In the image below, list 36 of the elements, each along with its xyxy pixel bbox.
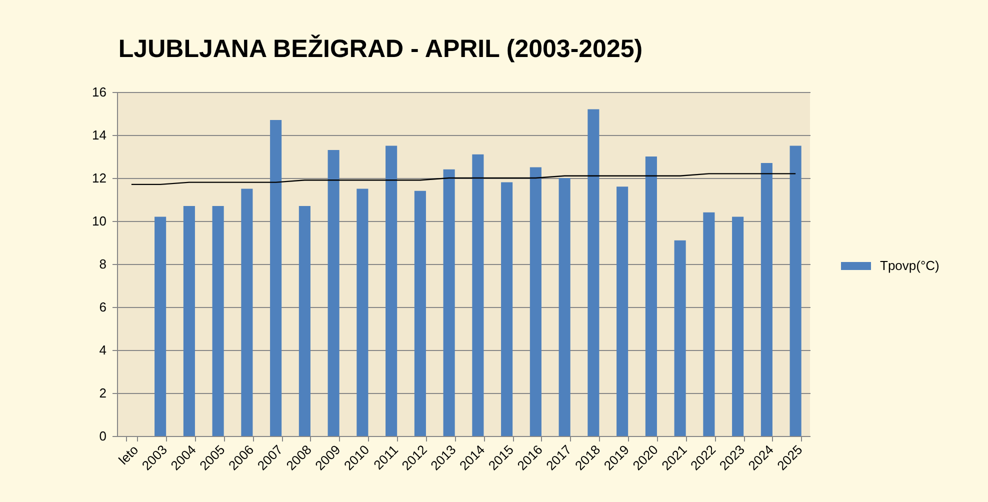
bar [732,216,744,436]
bar [558,178,570,436]
y-tick-label: 12 [92,170,106,186]
bar [298,206,310,436]
bar [790,146,802,436]
y-tick-label: 4 [99,342,106,358]
bar [241,188,253,436]
bar [386,146,398,436]
y-tick-label: 6 [99,300,106,314]
bar [356,188,368,436]
y-tick-label: 0 [99,428,106,444]
bar [443,169,455,436]
bar [760,162,772,436]
bar [588,109,600,436]
bar [154,216,166,436]
bar [270,120,282,436]
legend-label: Tpovp(°C) [880,258,940,273]
bar [530,167,542,436]
bar [616,186,628,436]
bar [703,212,715,436]
bar [183,206,195,436]
y-tick-label: 10 [92,214,106,228]
y-tick-label: 14 [92,128,106,142]
line-series [130,173,796,186]
y-tick-label: 8 [99,256,106,272]
bar [674,240,686,436]
bar [414,190,426,436]
y-tick-label: 2 [99,386,106,400]
y-tick-label: 16 [92,84,106,100]
bar [328,150,340,436]
chart-title: LJUBLJANA BEŽIGRAD - APRIL (2003-2025) [118,34,643,63]
bar [212,206,224,436]
bar [472,154,484,436]
x-tick-label: leto [116,442,142,468]
bar [501,182,513,436]
bar [645,156,657,436]
